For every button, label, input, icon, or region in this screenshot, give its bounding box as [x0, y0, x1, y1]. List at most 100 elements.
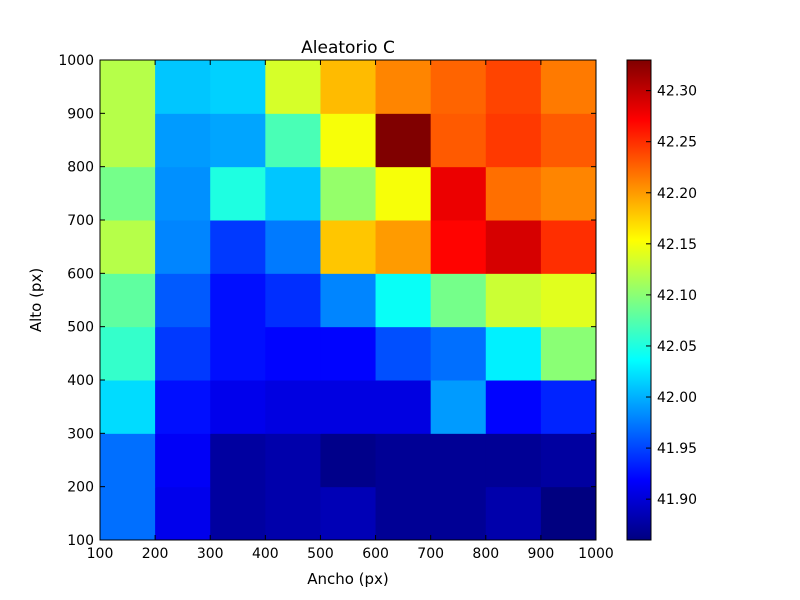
- heatmap-cell: [485, 60, 542, 114]
- x-tick-label: 600: [362, 546, 389, 562]
- heatmap-cell: [540, 220, 597, 274]
- y-tick-label: 900: [67, 106, 94, 122]
- y-tick-label: 500: [67, 320, 94, 336]
- heatmap-cell: [430, 326, 487, 381]
- heatmap-cell: [320, 326, 377, 381]
- heatmap-cell: [430, 220, 487, 274]
- x-tick-label: 1000: [578, 546, 614, 562]
- heatmap-cell: [430, 380, 487, 434]
- colorbar-tick-label: 41.95: [657, 441, 697, 457]
- heatmap-cell: [540, 380, 597, 434]
- heatmap-cell: [210, 166, 266, 221]
- y-tick-label: 400: [67, 373, 94, 389]
- heatmap-cell: [265, 326, 321, 381]
- colorbar-tick-label: 41.90: [657, 492, 697, 508]
- heatmap-cell: [265, 220, 321, 274]
- heatmap-cell: [540, 113, 597, 168]
- heatmap-cell: [485, 433, 542, 488]
- heatmap-cell: [485, 380, 542, 434]
- heatmap-cell: [430, 433, 487, 488]
- heatmap-cell: [540, 166, 597, 221]
- heatmap-cell: [375, 380, 432, 434]
- heatmap-cell: [540, 273, 597, 328]
- heatmap-cell: [100, 220, 156, 274]
- y-tick-label: 200: [67, 480, 94, 496]
- heatmap-cell: [320, 486, 377, 541]
- heatmap-cell: [375, 433, 432, 488]
- heatmap-cell: [375, 166, 432, 221]
- heatmap-cell: [430, 166, 487, 221]
- heatmap-cell: [320, 113, 377, 168]
- heatmap-cell: [430, 113, 487, 168]
- y-tick-label: 800: [67, 160, 94, 176]
- heatmap-cell: [265, 486, 321, 541]
- colorbar-tick-label: 42.10: [657, 288, 697, 304]
- heatmap-cell: [155, 273, 211, 328]
- heatmap-cell: [485, 326, 542, 381]
- colorbar-tick-label: 42.15: [657, 237, 697, 253]
- heatmap-cell: [100, 326, 156, 381]
- y-axis-label: Alto (px): [27, 268, 45, 332]
- heatmap-cell: [265, 113, 321, 168]
- heatmap-cell: [265, 433, 321, 488]
- heatmap-cell: [320, 220, 377, 274]
- heatmap-cell: [100, 113, 156, 168]
- heatmap-cell: [155, 433, 211, 488]
- heatmap-cell: [210, 273, 266, 328]
- y-tick-label: 1000: [58, 53, 94, 69]
- heatmap-cell: [375, 486, 432, 541]
- heatmap-cell: [375, 113, 432, 168]
- heatmap-cell: [100, 273, 156, 328]
- colorbar-tick-label: 42.25: [657, 135, 697, 151]
- heatmap-cell: [485, 220, 542, 274]
- heatmap-cell: [100, 380, 156, 434]
- heatmap-cell: [430, 60, 487, 114]
- heatmap-cell: [375, 220, 432, 274]
- heatmap-cell: [320, 60, 377, 114]
- heatmap-cell: [155, 113, 211, 168]
- heatmap-cell: [485, 166, 542, 221]
- heatmap-cells: [100, 60, 597, 541]
- y-tick-label: 300: [67, 426, 94, 442]
- heatmap-cell: [485, 486, 542, 541]
- colorbar-tick-label: 42.20: [657, 186, 697, 202]
- heatmap-cell: [265, 60, 321, 114]
- x-tick-label: 900: [528, 546, 555, 562]
- x-tick-label: 800: [472, 546, 499, 562]
- x-tick-label: 300: [197, 546, 224, 562]
- colorbar-tick-label: 42.05: [657, 339, 697, 355]
- y-tick-label: 100: [67, 533, 94, 549]
- heatmap-cell: [155, 380, 211, 434]
- heatmap-cell: [210, 113, 266, 168]
- x-axis-ticks: 100 200 300 400 500 600 700 800 900 1000: [87, 60, 614, 562]
- heatmap-cell: [210, 433, 266, 488]
- heatmap-cell: [540, 326, 597, 381]
- colorbar-ticks: 41.90 41.95 42.00 42.05 42.10 42.15 42.20 42.25…: [646, 84, 697, 508]
- heatmap-cell: [210, 220, 266, 274]
- x-tick-label: 200: [142, 546, 169, 562]
- heatmap-cell: [320, 380, 377, 434]
- x-axis-label: Ancho (px): [307, 570, 389, 588]
- heatmap-cell: [100, 166, 156, 221]
- heatmap-cell: [210, 60, 266, 114]
- heatmap-cell: [210, 380, 266, 434]
- heatmap-cell: [265, 166, 321, 221]
- colorbar-tick-label: 42.00: [657, 390, 697, 406]
- x-tick-label: 500: [307, 546, 334, 562]
- heatmap-cell: [430, 273, 487, 328]
- heatmap-cell: [375, 60, 432, 114]
- y-axis-ticks: 100 200 300 400 500 600 700 800 900 1000: [58, 53, 596, 549]
- heatmap-cell: [265, 380, 321, 434]
- heatmap-cell: [100, 60, 156, 114]
- heatmap-cell: [320, 273, 377, 328]
- heatmap-cell: [155, 60, 211, 114]
- heatmap-cell: [155, 166, 211, 221]
- heatmap-cell: [540, 60, 597, 114]
- heatmap-cell: [375, 326, 432, 381]
- colorbar-tick-label: 42.30: [657, 84, 697, 100]
- heatmap-cell: [540, 486, 597, 541]
- heatmap-cell: [540, 433, 597, 488]
- chart-title: Aleatorio C: [301, 38, 395, 58]
- x-tick-label: 100: [87, 546, 114, 562]
